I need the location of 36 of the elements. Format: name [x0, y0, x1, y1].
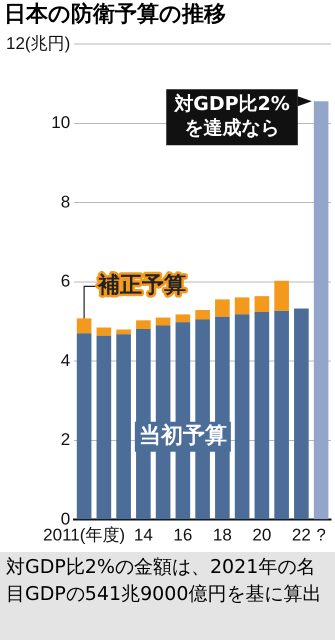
y-tick-label: 10	[51, 113, 70, 132]
bar	[294, 308, 309, 520]
x-tick-label: 22	[292, 525, 311, 544]
bar	[96, 336, 112, 520]
bar	[215, 299, 230, 317]
bar	[116, 334, 131, 520]
chart-title: 日本の防衛予算の推移	[3, 1, 227, 29]
text: 対GDP比2%の金額は、2021年の名目GDPの541兆9000億円を基に算出	[0, 552, 335, 640]
bar	[234, 314, 250, 520]
y-tick-label: 4	[60, 350, 70, 370]
bar	[136, 320, 151, 330]
y-tick-label: 8	[60, 192, 70, 212]
series-label: 補正予算	[97, 273, 186, 298]
bar	[76, 318, 92, 334]
annotation: 対GDP比2% を達成なら	[173, 93, 290, 140]
bar	[176, 314, 190, 322]
bar	[274, 280, 289, 311]
bar	[116, 329, 131, 334]
x-tick-label: ?	[316, 525, 326, 544]
bar	[314, 101, 328, 520]
y-tick-label: 12(兆円)	[6, 34, 70, 53]
bar	[274, 310, 289, 520]
bar	[254, 312, 270, 520]
y-tick-label: 6	[60, 272, 70, 291]
bar	[156, 318, 170, 326]
series-label: 当初予算	[138, 422, 227, 448]
x-tick-label: 18	[212, 525, 232, 544]
x-tick-label: 14	[134, 525, 153, 544]
bar	[76, 333, 92, 520]
bar	[96, 327, 112, 336]
x-tick-label: 20	[252, 525, 272, 544]
bar	[195, 310, 210, 320]
bar	[234, 297, 250, 314]
bar	[254, 296, 270, 312]
y-tick-label: 2	[60, 430, 70, 450]
x-tick-label: 16	[173, 525, 192, 544]
